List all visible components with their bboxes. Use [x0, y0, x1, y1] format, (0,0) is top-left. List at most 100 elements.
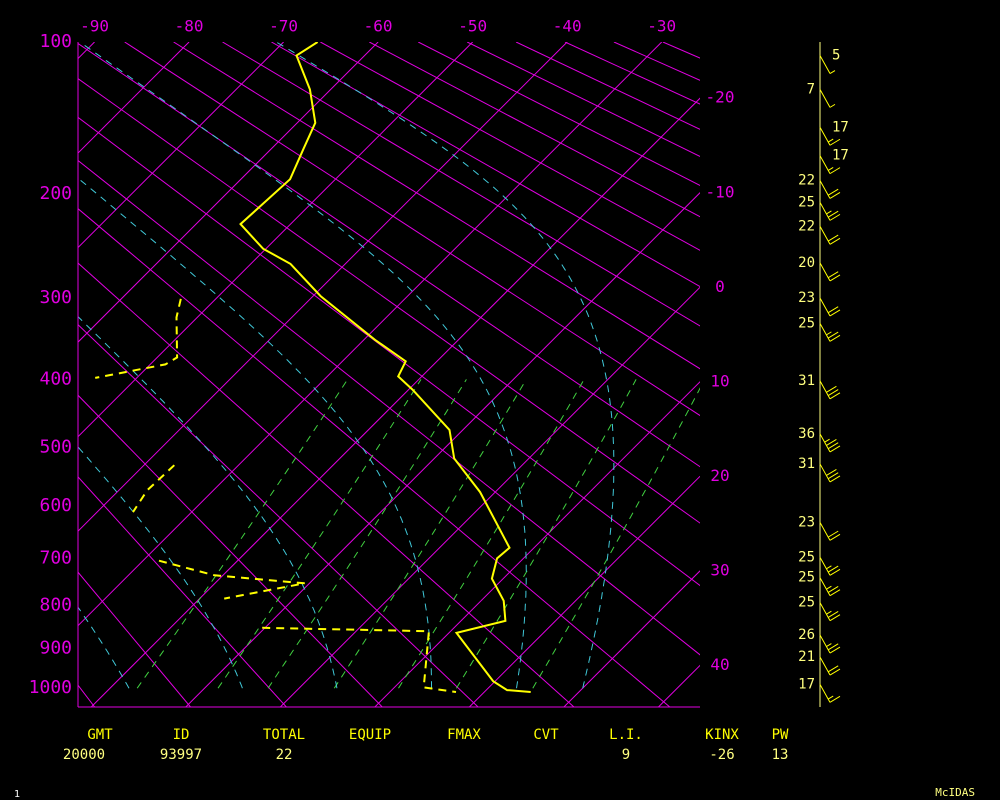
dry-adiabat: [810, 42, 1000, 707]
wind-barb: [819, 656, 841, 676]
grid: [0, 42, 1000, 707]
pressure-label: 900: [39, 637, 72, 658]
moist-adiabat: [275, 42, 615, 689]
wind-barb: [819, 127, 841, 146]
isotherm-label: -90: [80, 17, 109, 36]
isotherm-label: 0: [715, 277, 725, 296]
isotherm-label: -10: [706, 182, 735, 201]
isotherm: [78, 42, 663, 627]
wind-speed-label: 31: [798, 373, 815, 389]
wind-speed-label: 23: [798, 514, 815, 530]
stat-value: 9: [622, 747, 630, 763]
isotherm-label: -40: [553, 17, 582, 36]
mixing-ratio-line: [136, 379, 349, 689]
isotherm-label: -60: [364, 17, 393, 36]
isotherm: [78, 42, 190, 154]
wind-speed-label: 5: [832, 48, 840, 64]
pressure-label: 600: [39, 495, 72, 516]
stat-label: EQUIP: [349, 727, 391, 743]
dry-adiabat: [271, 42, 700, 288]
temperature-line: [239, 42, 531, 693]
isotherm: [185, 192, 700, 707]
wind-speed-label: 25: [798, 549, 815, 565]
stat-value: 22: [276, 747, 293, 763]
isotherm: [78, 42, 284, 249]
isotherm-label: 30: [710, 560, 729, 579]
stat-label: FMAX: [447, 727, 481, 743]
wind-barb: [819, 297, 841, 317]
dry-adiabat: [78, 394, 383, 707]
wind-barb: [819, 602, 841, 622]
pressure-label: 500: [39, 436, 72, 457]
stat-value: 93997: [160, 747, 202, 763]
dry-adiabat: [173, 42, 700, 370]
isotherm: [78, 42, 568, 532]
wind-barb: [819, 180, 841, 199]
moist-adiabat: [78, 446, 243, 689]
dry-adiabat: [712, 42, 1000, 707]
dry-adiabat: [418, 42, 700, 187]
dry-adiabat: [78, 42, 700, 468]
pressure-label: 100: [39, 31, 72, 52]
dewpoint-line: [95, 298, 457, 693]
isotherm-label: -20: [706, 88, 735, 107]
moist-adiabat: [79, 42, 527, 689]
pressure-label: 400: [39, 368, 72, 389]
pressure-label: 800: [39, 594, 72, 615]
isotherm-label: 20: [710, 466, 729, 485]
isotherm: [279, 286, 700, 707]
isotherm-label: 10: [710, 371, 729, 390]
dry-adiabat: [78, 77, 700, 524]
wind-barb: [819, 557, 841, 576]
dry-adiabat: [78, 159, 700, 656]
mixing-ratio-line: [455, 379, 637, 689]
isotherm-label: -70: [269, 17, 298, 36]
isotherm: [78, 42, 379, 343]
dry-adiabat: [761, 42, 1000, 707]
stat-value: 20000: [63, 747, 105, 763]
mixing-ratio-line: [267, 379, 467, 689]
wind-speed-label: 7: [807, 81, 815, 97]
wind-barb: [819, 522, 841, 541]
dry-adiabat: [78, 323, 479, 707]
dry-adiabat: [320, 42, 700, 251]
stat-label: L.I.: [609, 727, 643, 743]
wind-speed-label: 25: [798, 570, 815, 586]
isotherm: [374, 381, 700, 707]
pressure-label: 1000: [29, 677, 72, 698]
wind-barb: [819, 684, 841, 703]
isotherm-label: 40: [710, 655, 729, 674]
stat-value: 13: [772, 747, 789, 763]
stat-label: GMT: [87, 727, 113, 743]
wind-speed-label: 31: [798, 456, 815, 472]
wind-barb: [819, 89, 836, 108]
pressure-label: 200: [39, 183, 72, 204]
wind-barb: [819, 226, 841, 245]
dry-adiabat: [78, 476, 287, 707]
isotherm: [78, 42, 474, 438]
wind-barb: [819, 577, 841, 597]
wind-speed-label: 26: [798, 627, 815, 643]
wind-speed-label: 17: [798, 676, 815, 692]
wind-barb: [819, 634, 841, 654]
isotherm: [468, 475, 700, 707]
isotherm: [90, 97, 700, 707]
wind-speed-label: 25: [798, 194, 815, 210]
wind-speed-label: 23: [798, 290, 815, 306]
isotherm-label: -30: [647, 17, 676, 36]
wind-speed-label: 22: [798, 218, 815, 234]
dry-adiabat: [466, 42, 700, 157]
wind-speed-label: 21: [798, 649, 815, 665]
moist-adiabat: [78, 177, 432, 689]
isotherm-label: -50: [458, 17, 487, 36]
wind-speed-label: 20: [798, 255, 815, 271]
pressure-label: 300: [39, 287, 72, 308]
stat-label: KINX: [705, 727, 739, 743]
wind-speed-label: 17: [832, 148, 849, 164]
moist-adiabat: [0, 42, 16, 688]
wind-barb: [819, 323, 841, 342]
wind-barb: [819, 463, 841, 483]
wind-speed-label: 25: [798, 315, 815, 331]
mixing-ratio-line: [398, 379, 585, 689]
